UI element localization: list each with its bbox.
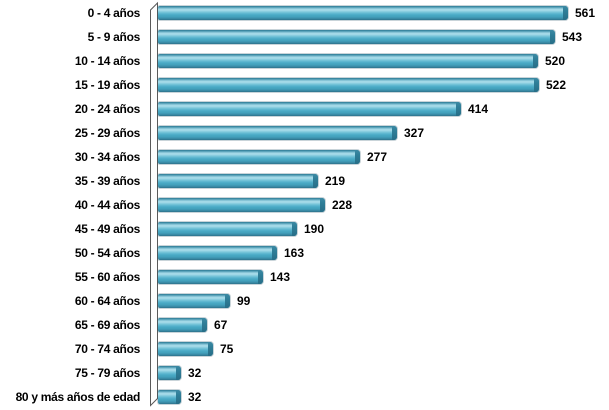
chart-row: 35 - 39 años 219 [0,169,609,193]
value-label: 219 [325,174,346,188]
value-label: 520 [545,54,566,68]
value-label: 543 [562,30,583,44]
bar-area: 228 [149,198,609,212]
bar-area: 32 [149,390,609,404]
bar-area: 543 [149,30,609,44]
category-label: 60 - 64 años [74,294,140,308]
bar-area: 163 [149,246,609,260]
bar [158,366,181,380]
category-label: 45 - 49 años [74,222,140,236]
value-label: 522 [546,78,567,92]
category-label: 25 - 29 años [74,126,140,140]
chart-row: 40 - 44 años 228 [0,193,609,217]
bar [158,270,263,284]
bar [158,318,207,332]
category-label: 35 - 39 años [74,174,140,188]
bar-area: 67 [149,318,609,332]
axis-wall-polygon [150,1,158,407]
bar [158,174,318,188]
chart-row: 0 - 4 años 561 [0,1,609,25]
category-label: 75 - 79 años [74,366,140,380]
bar-area: 520 [149,54,609,68]
category-label: 20 - 24 años [74,102,140,116]
y-axis-3d-wall [150,1,158,407]
value-label: 228 [332,198,353,212]
bar [158,102,461,116]
value-label: 414 [468,102,489,116]
chart-row: 25 - 29 años 327 [0,121,609,145]
bar-area: 414 [149,102,609,116]
chart-row: 80 y más años de edad 32 [0,385,609,409]
bar [158,222,297,236]
bar-area: 561 [149,6,609,20]
category-label: 15 - 19 años [74,78,140,92]
category-label: 40 - 44 años [74,198,140,212]
value-label: 67 [214,318,228,332]
value-label: 32 [188,366,202,380]
chart-row: 15 - 19 años 522 [0,73,609,97]
chart-row: 50 - 54 años 163 [0,241,609,265]
value-label: 190 [304,222,325,236]
bar [158,198,325,212]
value-label: 277 [367,150,388,164]
bar [158,30,555,44]
bar-area: 32 [149,366,609,380]
value-label: 32 [188,390,202,404]
bar-area: 99 [149,294,609,308]
category-label: 0 - 4 años [87,6,141,20]
bar-area: 75 [149,342,609,356]
bar [158,6,568,20]
chart-row: 65 - 69 años 67 [0,313,609,337]
category-label: 5 - 9 años [87,30,141,44]
value-label: 561 [575,6,596,20]
chart-row: 10 - 14 años 520 [0,49,609,73]
bar-area: 277 [149,150,609,164]
value-label: 99 [237,294,251,308]
value-label: 163 [284,246,305,260]
chart-row: 60 - 64 años 99 [0,289,609,313]
chart-row: 30 - 34 años 277 [0,145,609,169]
category-label: 55 - 60 años [74,270,140,284]
bar [158,54,538,68]
category-label: 50 - 54 años [74,246,140,260]
category-label: 70 - 74 años [74,342,140,356]
bar-area: 190 [149,222,609,236]
bar-area: 327 [149,126,609,140]
chart-row: 5 - 9 años 543 [0,25,609,49]
category-label: 10 - 14 años [74,54,140,68]
category-label: 80 y más años de edad [15,390,141,404]
value-label: 143 [270,270,291,284]
chart-row: 45 - 49 años 190 [0,217,609,241]
bar-area: 219 [149,174,609,188]
bar [158,294,230,308]
bar-area: 522 [149,78,609,92]
chart-row: 75 - 79 años 32 [0,361,609,385]
category-label: 65 - 69 años [74,318,140,332]
value-label: 75 [220,342,234,356]
category-label: 30 - 34 años [74,150,140,164]
bar [158,78,539,92]
value-label: 327 [404,126,425,140]
chart-row: 55 - 60 años 143 [0,265,609,289]
bar [158,390,181,404]
chart-row: 70 - 74 años 75 [0,337,609,361]
bar [158,342,213,356]
bar-area: 143 [149,270,609,284]
bar [158,246,277,260]
bar [158,150,360,164]
bar [158,126,397,140]
chart-row: 20 - 24 años 414 [0,97,609,121]
